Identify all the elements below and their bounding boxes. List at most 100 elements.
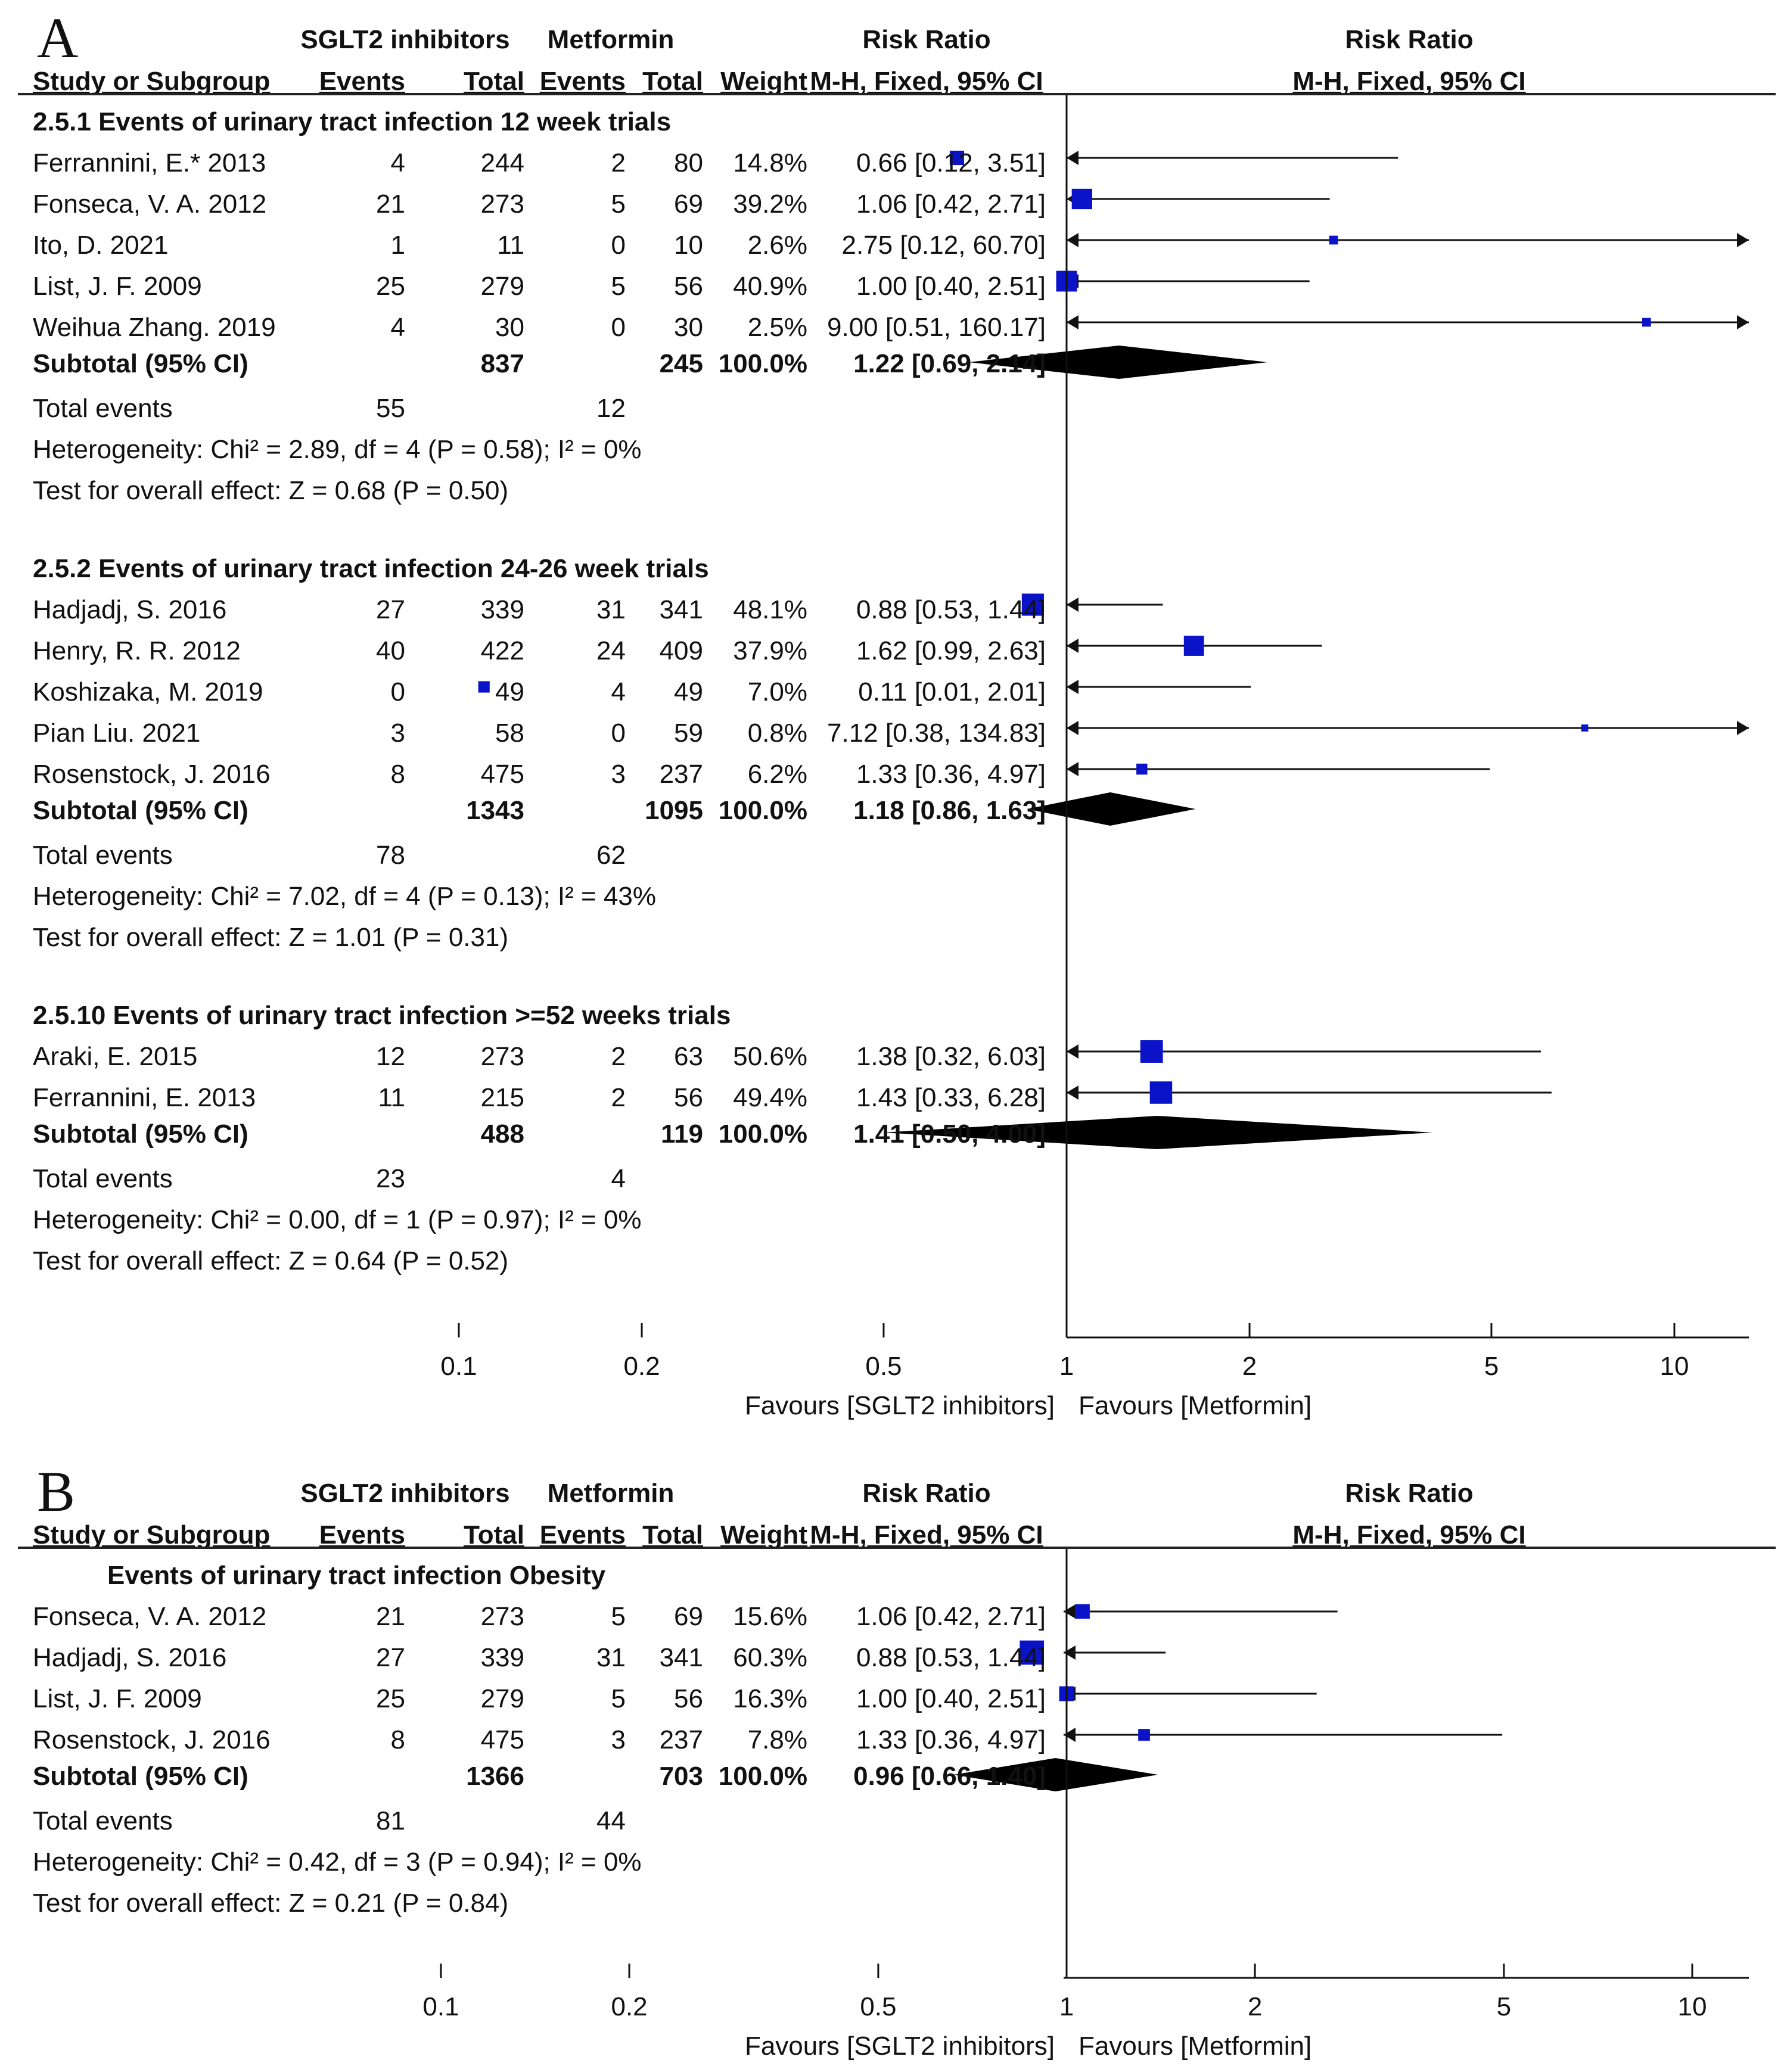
header-study: Study or Subgroup bbox=[33, 67, 271, 96]
subtotal-total1: 1343 bbox=[466, 796, 524, 825]
study-total1: 475 bbox=[480, 1725, 524, 1754]
overall-effect-text: Test for overall effect: Z = 1.01 (P = 0… bbox=[33, 923, 509, 952]
ci-arrow-left bbox=[1064, 1645, 1076, 1660]
subgroup-title: Events of urinary tract infection Obesit… bbox=[107, 1561, 606, 1590]
study-events1: 12 bbox=[376, 1042, 405, 1071]
study-events1: 21 bbox=[376, 1602, 405, 1631]
total-events-label: Total events bbox=[33, 1164, 173, 1193]
study-name: Fonseca, V. A. 2012 bbox=[33, 1602, 267, 1631]
x-axis-tick-label: 2 bbox=[1247, 1992, 1263, 2021]
point-estimate-marker bbox=[1071, 188, 1092, 210]
study-total1: 339 bbox=[480, 1643, 524, 1672]
subgroup-title: 2.5.2 Events of urinary tract infection … bbox=[33, 554, 709, 583]
total-events1: 23 bbox=[376, 1164, 405, 1193]
study-ci: 1.00 [0.40, 2.51] bbox=[856, 1684, 1046, 1713]
heterogeneity-text: Heterogeneity: Chi² = 7.02, df = 4 (P = … bbox=[33, 882, 657, 911]
subgroup-title: 2.5.1 Events of urinary tract infection … bbox=[33, 107, 672, 136]
header-events2: Events bbox=[539, 67, 626, 96]
total-events-label: Total events bbox=[33, 394, 173, 423]
study-total1: 58 bbox=[495, 718, 524, 748]
header-method: M-H, Fixed, 95% CI bbox=[810, 1520, 1043, 1550]
header-weight: Weight bbox=[720, 1520, 807, 1550]
study-total2: 69 bbox=[674, 1602, 703, 1631]
header-group1: SGLT2 inhibitors bbox=[300, 25, 510, 54]
study-events2: 31 bbox=[596, 1643, 626, 1672]
total-events-label: Total events bbox=[33, 841, 173, 870]
study-weight: 2.5% bbox=[747, 313, 807, 342]
study-events1: 21 bbox=[376, 189, 405, 219]
panel-label: B bbox=[37, 1460, 76, 1523]
subtotal-ci: 1.18 [0.86, 1.63] bbox=[853, 796, 1046, 825]
study-events1: 25 bbox=[376, 272, 405, 301]
study-events1: 4 bbox=[390, 313, 405, 342]
study-ci: 1.38 [0.32, 6.03] bbox=[856, 1042, 1046, 1071]
header-events1: Events bbox=[319, 67, 405, 96]
study-weight: 39.2% bbox=[733, 189, 807, 219]
header-risk-ratio: Risk Ratio bbox=[862, 25, 991, 54]
study-weight: 6.2% bbox=[747, 760, 807, 789]
total-events2: 44 bbox=[596, 1806, 626, 1835]
study-ci: 1.33 [0.36, 4.97] bbox=[856, 760, 1046, 789]
ci-arrow-right bbox=[1737, 233, 1749, 247]
study-events1: 1 bbox=[390, 231, 405, 260]
x-axis-tick-label: 5 bbox=[1484, 1352, 1499, 1381]
subtotal-label: Subtotal (95% CI) bbox=[33, 1119, 248, 1149]
point-estimate-marker bbox=[949, 150, 965, 166]
study-name: Weihua Zhang. 2019 bbox=[33, 313, 276, 342]
study-total1: 475 bbox=[480, 760, 524, 789]
study-weight: 40.9% bbox=[733, 272, 807, 301]
point-estimate-marker bbox=[1021, 593, 1044, 616]
subtotal-label: Subtotal (95% CI) bbox=[33, 349, 248, 378]
study-weight: 14.8% bbox=[733, 148, 807, 178]
study-total2: 63 bbox=[674, 1042, 703, 1071]
subtotal-total2: 245 bbox=[659, 349, 703, 378]
study-name: Henry, R. R. 2012 bbox=[33, 636, 241, 665]
header-risk-ratio: Risk Ratio bbox=[862, 1479, 991, 1508]
study-total2: 56 bbox=[674, 1684, 703, 1713]
study-ci: 2.75 [0.12, 60.70] bbox=[841, 231, 1046, 260]
study-total2: 56 bbox=[674, 1083, 703, 1112]
study-events2: 0 bbox=[611, 231, 626, 260]
subtotal-diamond bbox=[883, 1116, 1433, 1149]
study-events1: 25 bbox=[376, 1684, 405, 1713]
header-total2: Total bbox=[642, 67, 703, 96]
header-group2: Metformin bbox=[547, 1479, 675, 1508]
subtotal-ci: 0.96 [0.66, 1.40] bbox=[853, 1762, 1046, 1791]
study-name: Araki, E. 2015 bbox=[33, 1042, 198, 1071]
study-ci: 1.00 [0.40, 2.51] bbox=[856, 272, 1046, 301]
study-ci: 1.06 [0.42, 2.71] bbox=[856, 1602, 1046, 1631]
study-total1: 279 bbox=[480, 272, 524, 301]
study-name: Ferrannini, E. 2013 bbox=[33, 1083, 256, 1112]
study-name: Hadjadj, S. 2016 bbox=[33, 1643, 227, 1672]
study-total2: 10 bbox=[674, 231, 703, 260]
subtotal-diamond bbox=[968, 346, 1268, 379]
ci-arrow-left bbox=[1067, 762, 1079, 776]
ci-arrow-left bbox=[1064, 1728, 1076, 1742]
point-estimate-marker bbox=[1140, 1040, 1163, 1063]
ci-arrow-left bbox=[1067, 639, 1079, 653]
subtotal-diamond bbox=[953, 1758, 1158, 1791]
ci-arrow-left bbox=[1067, 721, 1079, 735]
total-events-label: Total events bbox=[33, 1806, 173, 1835]
study-events2: 2 bbox=[611, 1083, 626, 1112]
study-weight: 48.1% bbox=[733, 595, 807, 624]
header-method: M-H, Fixed, 95% CI bbox=[810, 67, 1043, 96]
study-total1: 273 bbox=[480, 1602, 524, 1631]
study-ci: 9.00 [0.51, 160.17] bbox=[827, 313, 1046, 342]
study-ci: 1.43 [0.33, 6.28] bbox=[856, 1083, 1046, 1112]
favours-left-label: Favours [SGLT2 inhibitors] bbox=[744, 1391, 1055, 1420]
study-events2: 24 bbox=[596, 636, 626, 665]
subtotal-total1: 488 bbox=[480, 1119, 524, 1149]
total-events2: 62 bbox=[596, 841, 626, 870]
subtotal-total2: 703 bbox=[659, 1762, 703, 1791]
plot-header-method: M-H, Fixed, 95% CI bbox=[1292, 1520, 1526, 1550]
study-weight: 50.6% bbox=[733, 1042, 807, 1071]
favours-left-label: Favours [SGLT2 inhibitors] bbox=[744, 2031, 1055, 2061]
point-estimate-marker bbox=[1183, 636, 1204, 656]
subgroup-title: 2.5.10 Events of urinary tract infection… bbox=[33, 1001, 731, 1030]
subtotal-total1: 1366 bbox=[466, 1762, 524, 1791]
study-total1: 215 bbox=[480, 1083, 524, 1112]
study-events2: 4 bbox=[611, 677, 626, 707]
study-total1: 11 bbox=[497, 231, 524, 260]
point-estimate-marker bbox=[1136, 763, 1148, 775]
